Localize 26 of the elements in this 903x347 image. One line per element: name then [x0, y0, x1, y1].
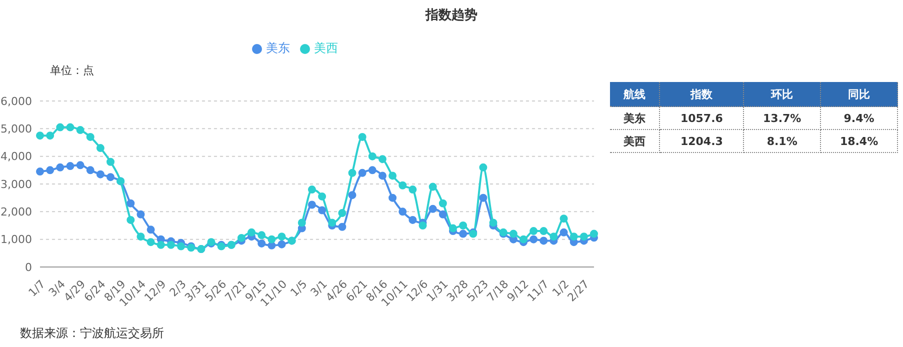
- x-tick-label: 1/7: [26, 278, 48, 300]
- y-tick-label: 3,000: [0, 178, 32, 191]
- text: 18.4%: [840, 134, 878, 148]
- category-label: 航线: [610, 82, 660, 106]
- text: 13.7%: [763, 112, 802, 124]
- y-tick-label: 2,000: [0, 206, 32, 219]
- text: 1204.3: [680, 134, 723, 148]
- y-tick-label: 5,000: [0, 122, 32, 136]
- source-note: 数据来源：宁波航运交易所: [20, 325, 164, 342]
- chart-title: 指数趋势: [424, 7, 478, 24]
- category-label: 美东: [624, 112, 646, 124]
- legend-label: 美东: [266, 41, 290, 55]
- y-tick-label: 1,000: [0, 233, 32, 246]
- category-label: 美西: [624, 134, 646, 148]
- text: 9.4%: [844, 112, 874, 124]
- y-axis-title: 单位：点: [50, 63, 94, 78]
- legend-label: 美西: [314, 41, 338, 55]
- text: 1057.6: [680, 112, 723, 124]
- x-tick-label: 1/5: [288, 278, 310, 300]
- y-tick-label: 6,000: [0, 94, 32, 108]
- text: 8.1%: [766, 134, 798, 148]
- category-label: 同比: [820, 82, 898, 106]
- y-tick-label: 0: [25, 260, 32, 274]
- y-tick-label: 4,000: [0, 150, 32, 164]
- category-label: 环比: [744, 82, 821, 106]
- category-label: 指数: [660, 82, 744, 106]
